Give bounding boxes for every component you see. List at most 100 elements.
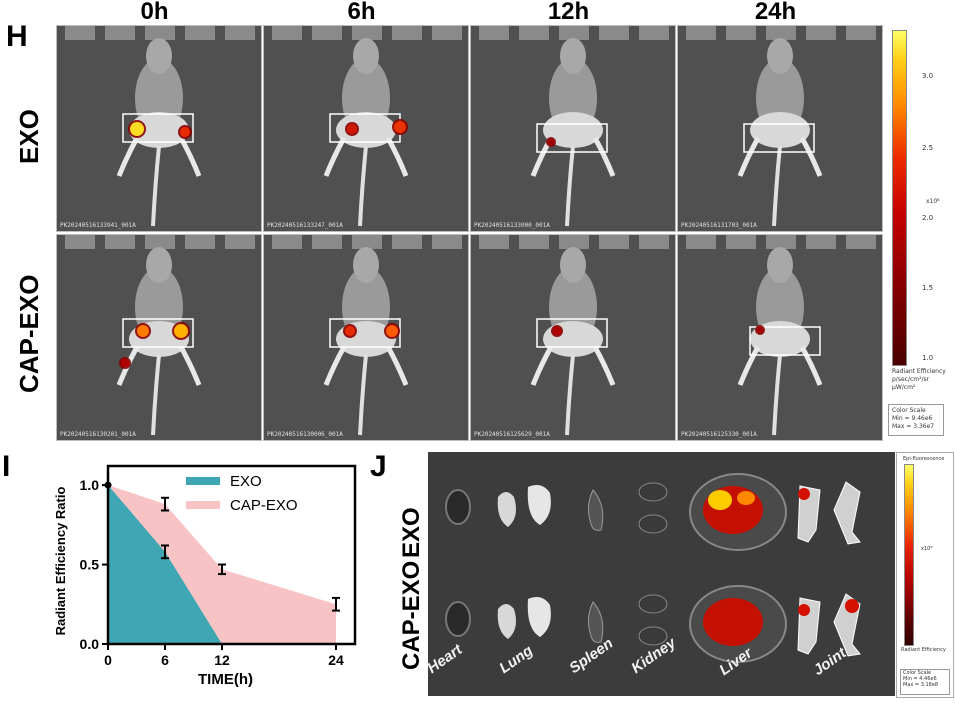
mouse-image-tile: PK20240516130006_001A	[263, 234, 469, 441]
mouse-photo	[678, 26, 882, 231]
kidney-tissue	[638, 482, 668, 502]
color-scale-box: Color Scale Min = 9.46e6 Max = 3.36e7	[888, 404, 944, 436]
mouse-image-tile: PK20240516133247_001A	[263, 25, 469, 232]
x-tick-label: 6	[161, 652, 169, 668]
colorbar-exponent: x10⁸	[926, 198, 940, 205]
row-header-cap-exo: CAP-EXO	[14, 274, 44, 393]
color-scale-title: Color Scale	[892, 407, 926, 414]
lung-tissue	[497, 492, 516, 527]
image-id-label: PK20240516133247_001A	[267, 222, 343, 229]
mouse-image-tile: PK20240516133941_001A	[56, 25, 262, 232]
image-id-label: PK20240516133941_001A	[60, 222, 136, 229]
mouse-photo	[57, 235, 261, 440]
line-chart-i: 0.0 0.5 1.0 0 6 12 24 Radiant Efficiency Ratio T…	[53, 464, 357, 688]
mouse-photo	[264, 26, 468, 231]
liver-signal	[703, 598, 763, 646]
mouse-image-tile: PK20240516133000_001A	[470, 25, 676, 232]
image-id-label: PK20240516125330_001A	[681, 431, 757, 438]
colorbar-tick: 1.0	[922, 354, 934, 362]
x-tick-label: 0	[104, 652, 112, 668]
colorbar-j-scale: Color Scale	[903, 670, 932, 676]
legend-label-exo: EXO	[230, 473, 262, 490]
colorbar-j-unit: Radiant Efficiency	[901, 647, 946, 653]
organ-image	[445, 473, 861, 663]
image-id-label: PK20240516130006_001A	[267, 431, 343, 438]
error-bar	[332, 596, 340, 612]
column-header-6h: 6h	[347, 0, 376, 25]
image-id-label: PK20240516133000_001A	[474, 222, 550, 229]
y-tick-label: 0.5	[80, 557, 100, 573]
panel-j-letter: J	[370, 450, 387, 483]
colorbar-unit-numerator: p/sec/cm²/sr	[892, 376, 930, 383]
panel-i-letter: I	[2, 450, 11, 483]
mouse-photo	[471, 26, 675, 231]
y-tick-label: 0.0	[80, 636, 100, 652]
image-id-label: PK20240516125629_001A	[474, 431, 550, 438]
image-id-label: PK20240516130201_001A	[60, 431, 136, 438]
lung-tissue	[527, 597, 551, 637]
column-header-0h: 0h	[140, 0, 169, 25]
column-header-12h: 12h	[547, 0, 590, 25]
colorbar-gradient	[892, 30, 907, 366]
joint-signal	[798, 488, 810, 500]
colorbar-unit-denominator: μW/cm²	[892, 384, 916, 391]
y-tick-label: 1.0	[80, 477, 100, 493]
spleen-tissue	[587, 489, 604, 531]
colorbar-j-scale-box: Color Scale Min = 4.46e6 Max = 3.18e8	[900, 669, 950, 695]
panel-h-letter: H	[6, 20, 28, 53]
colorbar-j: Epi-fluorescence x10⁸ Radiant Efficiency…	[896, 452, 954, 698]
colorbar-unit-title: Radiant Efficiency	[892, 368, 946, 375]
mouse-photo	[678, 235, 882, 440]
liver-signal-hot	[737, 491, 755, 505]
image-id-label: PK20240516131703_001A	[681, 222, 757, 229]
colorbar-j-gradient	[904, 464, 914, 646]
mouse-photo	[471, 235, 675, 440]
mouse-photo	[57, 26, 261, 231]
plot-frame	[106, 464, 357, 646]
colorbar-tick: 2.5	[922, 144, 934, 152]
legend-swatch-exo	[186, 477, 220, 485]
colorbar-j-exponent: x10⁸	[921, 546, 933, 552]
organ-row-header-exo: EXO	[398, 507, 425, 558]
column-header-24h: 24h	[754, 0, 797, 25]
joint-tissue	[833, 481, 861, 545]
x-tick-label: 12	[214, 652, 230, 668]
error-bar	[161, 496, 169, 512]
heart-tissue	[445, 489, 471, 525]
y-axis-label: Radiant Efficiency Ratio	[53, 487, 68, 636]
legend-swatch-cap-exo	[186, 501, 220, 509]
joint-signal	[798, 604, 810, 616]
colorbar-tick: 3.0	[922, 72, 934, 80]
joint-tissue	[797, 485, 821, 543]
kidney-tissue	[638, 626, 668, 646]
color-scale-min: Min = 9.46e6	[892, 415, 933, 422]
legend-label-cap-exo: CAP-EXO	[230, 497, 298, 514]
mouse-image-tile: PK20240516131703_001A	[677, 25, 883, 232]
organ-imaging-panel: Heart Lung Spleen Kidney Liver Joint	[428, 452, 895, 696]
x-tick-label: 24	[328, 652, 344, 668]
colorbar-j-title: Epi-fluorescence	[903, 456, 945, 462]
liver-signal-hot	[708, 490, 732, 510]
colorbar-j-min: Min = 4.46e6	[903, 676, 937, 682]
joint-signal	[845, 599, 859, 613]
row-header-exo: EXO	[14, 109, 44, 164]
area-series-exo	[108, 485, 336, 644]
mouse-image-tile: PK20240516130201_001A	[56, 234, 262, 441]
colorbar-j-max: Max = 3.18e8	[903, 682, 939, 688]
color-scale-max: Max = 3.36e7	[892, 423, 935, 430]
lung-tissue	[497, 604, 516, 639]
colorbar-h: 3.0 2.5 2.0 1.5 1.0 x10⁸ Radiant Efficie…	[888, 28, 948, 438]
error-bar	[218, 563, 226, 576]
kidney-tissue	[638, 594, 668, 614]
kidney-tissue	[638, 514, 668, 534]
organ-row-header-cap-exo: CAP-EXO	[398, 560, 425, 670]
spleen-tissue	[587, 601, 604, 643]
mouse-imaging-grid: PK20240516133941_001A PK20240516133247_00…	[56, 25, 886, 445]
error-bar	[161, 544, 169, 560]
lung-tissue	[527, 485, 551, 525]
mouse-photo	[264, 235, 468, 440]
heart-tissue	[445, 601, 471, 637]
colorbar-tick: 2.0	[922, 214, 934, 222]
mouse-image-tile: PK20240516125629_001A	[470, 234, 676, 441]
colorbar-tick: 1.5	[922, 284, 934, 292]
